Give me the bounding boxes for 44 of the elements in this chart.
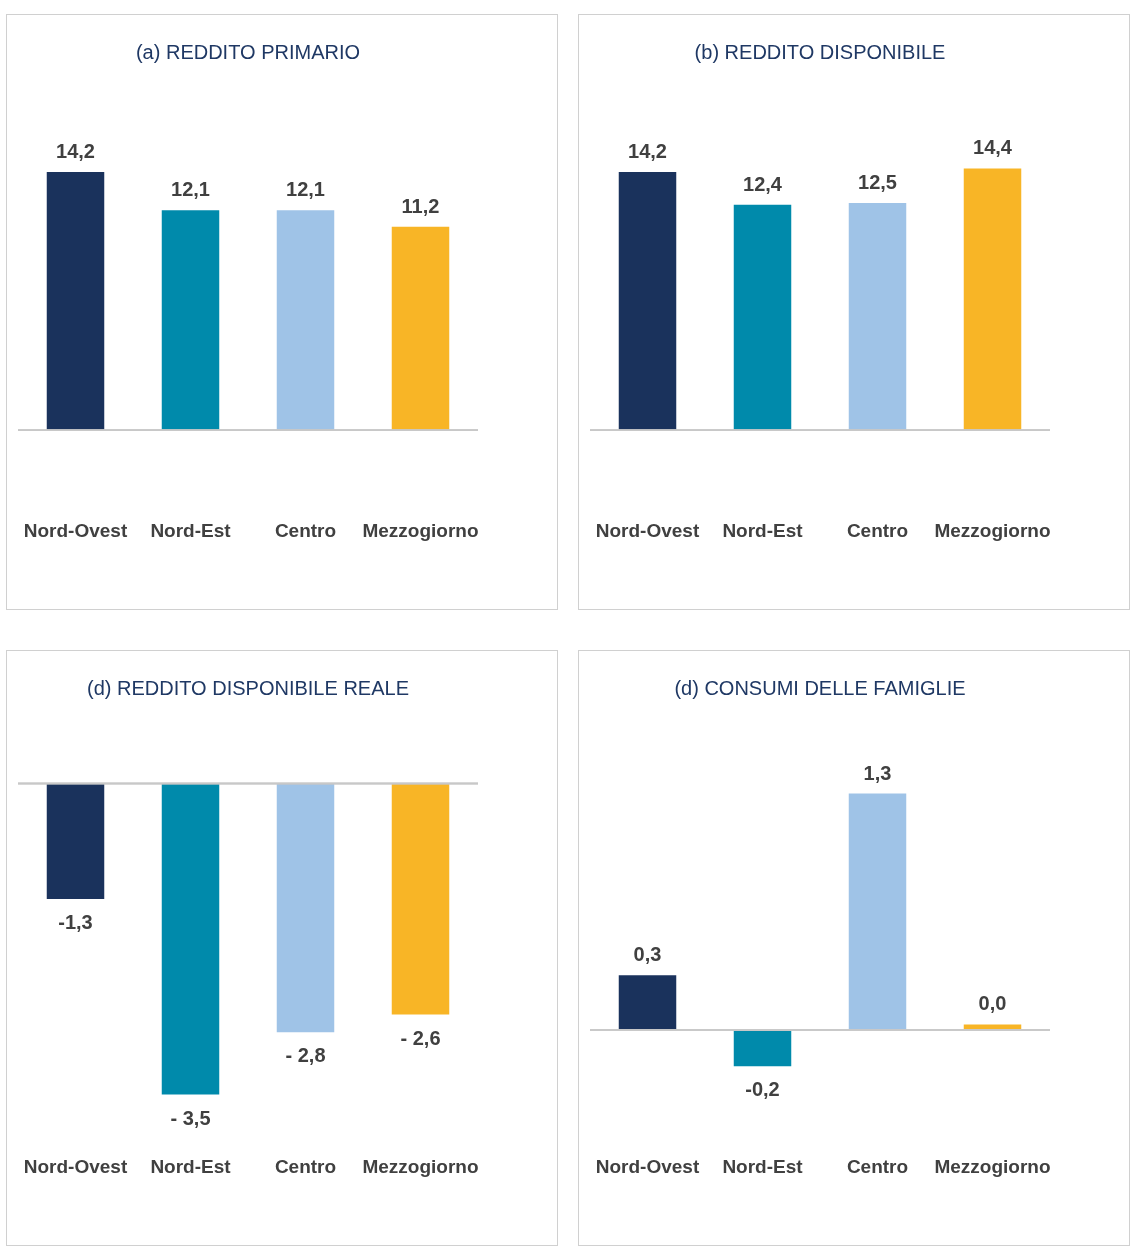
data-label: 11,2: [401, 194, 440, 217]
bar: [963, 168, 1022, 431]
data-label: - 3,5: [170, 1106, 211, 1129]
chart-title: (d) REDDITO DISPONIBILE REALE: [87, 677, 409, 699]
data-label: 0,3: [633, 943, 662, 966]
chart-title: (a) REDDITO PRIMARIO: [135, 41, 361, 63]
data-label: 14,2: [56, 140, 95, 163]
data-label: 12,1: [286, 178, 325, 201]
bar: [733, 204, 792, 431]
x-tick-label: Nord-Est: [150, 519, 232, 541]
data-label: -0,2: [745, 1078, 780, 1101]
x-tick-label: Nord-Est: [722, 519, 804, 541]
x-tick-label: Centro: [274, 519, 337, 541]
x-tick-label: Nord-Est: [150, 1155, 232, 1177]
bar: [848, 793, 907, 1030]
x-tick-label: Nord-Ovest: [595, 519, 700, 541]
data-label: -1,3: [58, 911, 93, 933]
data-label: 0,0: [978, 992, 1007, 1015]
data-label: 14,2: [628, 140, 667, 163]
data-label: 12,4: [743, 172, 783, 195]
bar: [848, 203, 907, 431]
data-label: 14,4: [973, 136, 1013, 159]
x-tick-label: Mezzogiorno: [362, 519, 479, 541]
data-label: - 2,6: [400, 1026, 441, 1049]
x-tick-label: Nord-Ovest: [23, 519, 128, 541]
bar: [618, 172, 677, 431]
x-tick-label: Centro: [846, 1155, 909, 1177]
x-tick-label: Nord-Ovest: [595, 1155, 700, 1177]
x-tick-label: Mezzogiorno: [934, 1155, 1051, 1177]
data-label: 12,5: [858, 171, 897, 193]
x-tick-label: Centro: [846, 519, 909, 541]
chart-title: (d) CONSUMI DELLE FAMIGLIE: [674, 677, 966, 699]
bar: [963, 1024, 1022, 1030]
x-tick-label: Nord-Est: [722, 1155, 804, 1177]
chart-title: (b) REDDITO DISPONIBILE: [694, 41, 946, 63]
data-label: - 2,8: [285, 1044, 326, 1067]
data-label: 12,1: [171, 178, 210, 201]
data-label: 1,3: [863, 761, 892, 784]
x-tick-label: Mezzogiorno: [362, 1155, 479, 1177]
bar: [618, 975, 677, 1030]
x-tick-label: Mezzogiorno: [934, 519, 1051, 541]
x-tick-label: Nord-Ovest: [23, 1155, 128, 1177]
x-tick-label: Centro: [274, 1155, 337, 1177]
bar: [733, 1029, 792, 1067]
